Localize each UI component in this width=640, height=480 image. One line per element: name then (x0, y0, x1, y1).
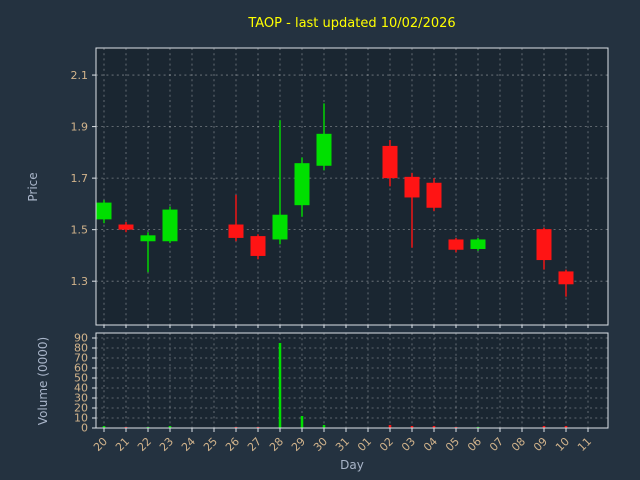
candle-body (448, 239, 464, 250)
volume-plot-background (96, 333, 608, 428)
volume-tick-label: 40 (74, 382, 88, 395)
x-tick-label: 26 (223, 435, 242, 454)
candle-body (470, 239, 486, 249)
x-tick-label: 27 (245, 435, 264, 454)
volume-bar (564, 426, 568, 428)
volume-bar (278, 343, 282, 428)
candle-body (118, 224, 134, 230)
chart-series (96, 103, 574, 428)
volume-tick-label: 20 (74, 402, 88, 415)
x-tick-label: 21 (113, 435, 132, 454)
price-tick-label: 1.3 (71, 275, 89, 288)
volume-tick-label: 60 (74, 362, 88, 375)
x-tick-label: 28 (267, 435, 286, 454)
volume-bar (542, 426, 546, 428)
volume-bar (432, 426, 436, 428)
volume-bar (410, 426, 414, 428)
x-tick-label: 20 (91, 435, 110, 454)
x-tick-label: 01 (355, 435, 374, 454)
volume-tick-label: 90 (74, 332, 88, 345)
volume-tick-label: 0 (81, 422, 88, 435)
x-tick-label: 29 (289, 435, 308, 454)
x-tick-label: 30 (311, 435, 330, 454)
volume-plot-border (95, 332, 609, 429)
candle-body (536, 229, 552, 261)
chart-title: TAOP - last updated 10/02/2026 (247, 16, 455, 31)
price-axis-label: Price (26, 172, 40, 201)
volume-bar (300, 416, 304, 428)
x-tick-label: 04 (421, 435, 440, 454)
x-tick-label: 23 (157, 435, 176, 454)
volume-tick-label: 10 (74, 412, 88, 425)
price-plot-background (96, 48, 608, 325)
x-tick-label: 06 (465, 435, 484, 454)
candle-body (404, 176, 420, 198)
candle-body (250, 236, 266, 256)
x-tick-label: 08 (509, 435, 528, 454)
volume-tick-label: 50 (74, 372, 88, 385)
volume-bar (388, 425, 392, 428)
x-tick-label: 11 (575, 435, 594, 454)
volume-axis-label: Volume (0000) (36, 337, 50, 425)
volume-tick-label: 70 (74, 352, 88, 365)
price-tick-label: 1.5 (71, 224, 89, 237)
x-tick-label: 05 (443, 435, 462, 454)
x-tick-label: 22 (135, 435, 154, 454)
price-plot-border (95, 47, 609, 326)
candle-body (426, 182, 442, 208)
volume-tick-label: 80 (74, 342, 88, 355)
candle-body (162, 209, 178, 242)
x-axis-label: Day (340, 458, 364, 472)
volume-tick-label: 30 (74, 392, 88, 405)
candle-body (558, 271, 574, 285)
x-tick-label: 31 (333, 435, 352, 454)
x-tick-label: 09 (531, 435, 550, 454)
price-tick-label: 1.7 (71, 172, 89, 185)
x-tick-label: 10 (553, 435, 572, 454)
price-tick-label: 1.9 (71, 121, 89, 134)
x-tick-label: 03 (399, 435, 418, 454)
candle-body (316, 133, 332, 166)
volume-bar (168, 426, 172, 428)
candle-body (228, 224, 244, 238)
volume-bar (322, 425, 326, 428)
x-tick-label: 25 (201, 435, 220, 454)
x-tick-label: 07 (487, 435, 506, 454)
candle-body (382, 145, 398, 179)
candle-body (294, 163, 310, 206)
volume-bar (102, 426, 106, 428)
candle-body (140, 235, 156, 242)
price-tick-label: 2.1 (71, 69, 89, 82)
candle-body (96, 202, 112, 220)
x-tick-label: 02 (377, 435, 396, 454)
axes-spines (95, 47, 609, 429)
plot-backgrounds (96, 48, 608, 428)
x-tick-label: 24 (179, 435, 198, 454)
candle-body (272, 214, 288, 240)
